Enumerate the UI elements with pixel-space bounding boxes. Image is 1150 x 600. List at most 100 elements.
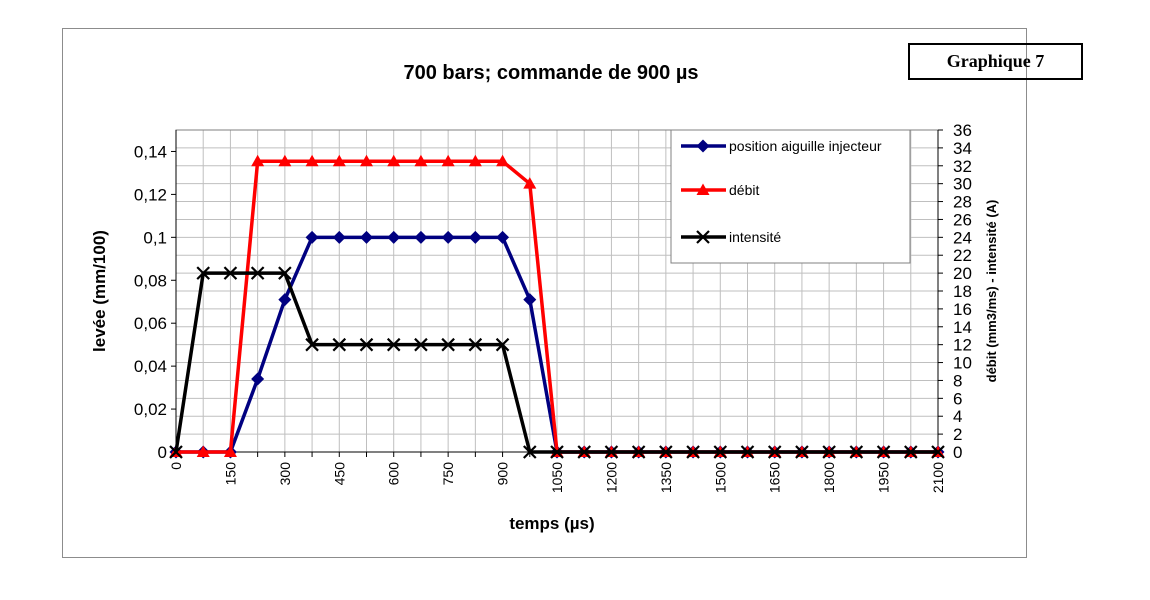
data-point (305, 154, 319, 167)
data-point (278, 293, 292, 307)
data-point (523, 293, 537, 307)
data-point (631, 445, 646, 459)
series (169, 154, 945, 459)
y2-tick-label: 0 (953, 443, 962, 462)
data-point (196, 266, 210, 280)
y-tick-label: 0,04 (134, 357, 167, 376)
data-point (876, 445, 891, 459)
y2-tick-label: 20 (953, 264, 972, 283)
data-point (696, 139, 710, 153)
data-point (931, 445, 945, 459)
data-point (495, 337, 510, 352)
y-tick-label: 0,14 (134, 142, 167, 161)
data-point (468, 230, 482, 244)
legend-label: position aiguille injecteur (729, 138, 882, 154)
data-point (849, 445, 864, 459)
y2-tick-label: 12 (953, 336, 972, 355)
data-point (496, 154, 510, 167)
data-point (441, 154, 455, 167)
data-point (251, 154, 265, 167)
data-point (196, 445, 210, 457)
x-tick-label: 1950 (876, 462, 892, 493)
y2-tick-label: 30 (953, 175, 972, 194)
y2-tick-label: 18 (953, 282, 972, 301)
x-tick-label: 150 (222, 462, 238, 486)
y2-tick-label: 16 (953, 300, 972, 319)
y2-tick-label: 26 (953, 210, 972, 229)
x-tick-label: 750 (440, 462, 456, 486)
data-point (278, 154, 292, 167)
data-point (523, 177, 537, 189)
y2-tick-label: 8 (953, 371, 962, 390)
y2-tick-label: 34 (953, 139, 972, 158)
data-point (386, 337, 401, 352)
data-point (904, 445, 918, 459)
x-tick-label: 1800 (821, 462, 837, 493)
y2-tick-label: 6 (953, 389, 962, 408)
data-point (278, 266, 292, 280)
x-tick-label: 600 (386, 462, 402, 486)
data-point (332, 230, 346, 244)
x-tick-label: 1350 (658, 462, 674, 493)
y-tick-label: 0 (158, 443, 167, 462)
data-point (767, 445, 782, 459)
data-point (713, 445, 728, 459)
y-tick-label: 0,1 (143, 228, 167, 247)
x-axis-title: temps (µs) (509, 514, 594, 533)
data-point (523, 445, 537, 459)
y2-tick-label: 14 (953, 318, 972, 337)
legend-box (670, 129, 911, 264)
x-tick-label: 2100 (930, 462, 946, 493)
chart-title: 700 bars; commande de 900 µs (404, 62, 699, 84)
data-point (659, 445, 673, 459)
data-point (360, 154, 373, 167)
data-point (441, 230, 455, 244)
y2-tick-label: 24 (953, 228, 972, 247)
data-point (550, 445, 564, 459)
data-point (387, 230, 401, 244)
data-point (441, 337, 455, 352)
data-point (577, 445, 591, 459)
y-tick-label: 0,08 (134, 271, 167, 290)
data-point (387, 154, 401, 167)
data-point (223, 445, 237, 457)
y-tick-label: 0,06 (134, 314, 167, 333)
secondary-y-axis-title: débit (mm3/ms) - intensité (A) (984, 200, 999, 383)
data-point (414, 337, 428, 352)
legend-label: débit (729, 182, 759, 198)
x-tick-label: 0 (168, 462, 184, 470)
data-point (359, 337, 374, 352)
y2-tick-label: 28 (953, 193, 972, 212)
data-point (414, 230, 428, 244)
data-point (740, 445, 755, 459)
data-point (305, 337, 319, 352)
graph-number-badge: Graphique 7 (908, 43, 1083, 80)
legend: position aiguille injecteur débit intensit… (670, 129, 911, 264)
x-tick-label: 1650 (767, 462, 783, 493)
data-point (696, 230, 710, 244)
y2-tick-label: 10 (953, 354, 972, 373)
data-point (496, 230, 510, 244)
x-tick-label: 450 (331, 462, 347, 486)
y2-tick-label: 36 (953, 121, 972, 140)
x-tick-label: 1050 (549, 462, 565, 493)
x-tick-label: 1500 (712, 462, 728, 493)
y-axis-title: levée (mm/100) (90, 230, 109, 352)
y2-tick-label: 32 (953, 157, 972, 176)
data-point (604, 445, 619, 459)
data-point (169, 445, 183, 459)
data-point (332, 337, 347, 352)
y-tick-label: 0,02 (134, 400, 167, 419)
data-point (250, 266, 265, 280)
x-tick-label: 900 (495, 462, 511, 486)
x-tick-label: 1200 (603, 462, 619, 493)
data-point (468, 154, 482, 167)
data-point (468, 337, 483, 352)
chart-area (62, 28, 1027, 558)
x-tick-label: 300 (277, 462, 293, 486)
y-tick-label: 0,12 (134, 185, 167, 204)
series-3 (169, 266, 945, 459)
data-point (414, 154, 428, 167)
y2-tick-label: 2 (953, 425, 962, 444)
